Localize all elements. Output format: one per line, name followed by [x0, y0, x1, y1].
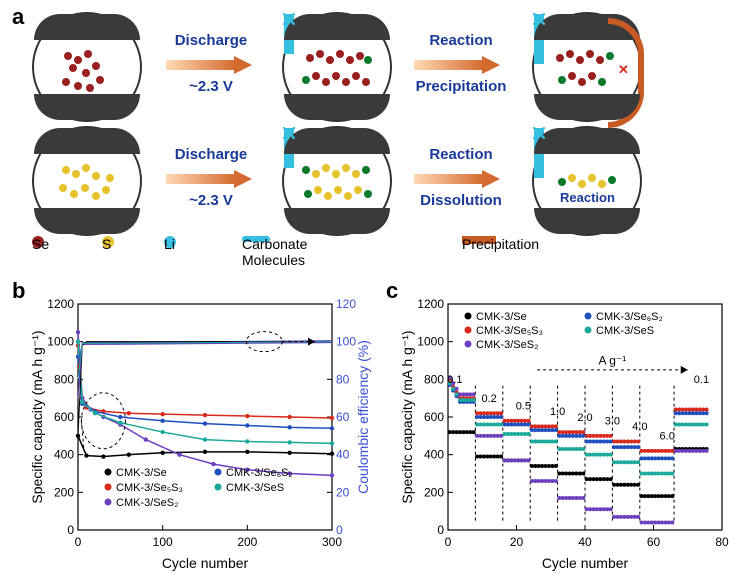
row-se: Discharge ~2.3 V Reaction Precipitation …: [14, 12, 726, 132]
se-particle-1: [32, 12, 142, 122]
svg-text:CMK-3/SeS: CMK-3/SeS: [226, 482, 284, 494]
svg-text:100: 100: [336, 335, 356, 349]
svg-text:CMK-3/Se₆S₂: CMK-3/Se₆S₂: [226, 467, 293, 479]
svg-text:CMK-3/SeS: CMK-3/SeS: [596, 325, 654, 337]
svg-text:1.0: 1.0: [550, 406, 565, 418]
svg-text:0.5: 0.5: [516, 400, 531, 412]
chart-b-svg: 0200400600800100012000204060801001200100…: [28, 296, 376, 574]
svg-text:Specific capacity (mA h g⁻¹): Specific capacity (mA h g⁻¹): [399, 330, 415, 503]
svg-text:CMK-3/Se₆S₂: CMK-3/Se₆S₂: [596, 311, 663, 323]
arrow-2-1-top: Discharge: [156, 146, 266, 163]
svg-text:0.2: 0.2: [481, 393, 496, 405]
arrow-1-2: [414, 56, 504, 74]
se-particle-2: [282, 12, 392, 122]
svg-text:2.0: 2.0: [577, 412, 592, 424]
svg-text:60: 60: [336, 410, 350, 424]
panel-a-legend: Se S Li+ Carbonate Molecules Precipitati…: [32, 236, 732, 264]
svg-text:0: 0: [445, 535, 452, 549]
svg-text:600: 600: [424, 410, 444, 424]
svg-text:CMK-3/Se: CMK-3/Se: [116, 467, 167, 479]
svg-text:Cycle number: Cycle number: [542, 555, 629, 571]
svg-text:600: 600: [54, 410, 74, 424]
s-particle-3: Reaction: [532, 126, 642, 236]
svg-text:1000: 1000: [417, 335, 444, 349]
panel-a: Discharge ~2.3 V Reaction Precipitation …: [14, 8, 726, 272]
svg-text:20: 20: [510, 535, 524, 549]
arrow-1-1-top: Discharge: [156, 32, 266, 49]
arrow-1-2-top: Reaction: [406, 32, 516, 49]
panel-b-label: b: [12, 278, 25, 304]
s-particle-2: [282, 126, 392, 236]
svg-text:100: 100: [153, 535, 173, 549]
svg-text:200: 200: [424, 485, 444, 499]
arrow-1-2-bot: Precipitation: [406, 78, 516, 95]
svg-text:0: 0: [67, 523, 74, 537]
chart-c-svg: 0 200 400 600 800 1000 1200 0 20 40 60 80 0.1 0.2 0.5 1…: [398, 296, 732, 574]
svg-text:800: 800: [424, 372, 444, 386]
arrow-2-1: [166, 170, 256, 188]
svg-text:120: 120: [336, 297, 356, 311]
se-particle-3: ✕: [532, 12, 642, 122]
svg-text:80: 80: [336, 372, 350, 386]
leg-s: S: [102, 236, 111, 252]
svg-text:40: 40: [578, 535, 592, 549]
svg-text:6.0: 6.0: [660, 431, 675, 443]
svg-text:200: 200: [237, 535, 257, 549]
svg-text:Coulombic efficiency (%): Coulombic efficiency (%): [355, 340, 371, 494]
svg-text:400: 400: [424, 448, 444, 462]
chart-b: 0200400600800100012000204060801001200100…: [28, 296, 376, 574]
s-particle-1: [32, 126, 142, 236]
svg-text:Cycle number: Cycle number: [162, 555, 249, 571]
svg-text:CMK-3/Se₅S₃: CMK-3/Se₅S₃: [476, 325, 543, 337]
svg-text:CMK-3/Se₅S₃: CMK-3/Se₅S₃: [116, 482, 183, 494]
reaction-text: Reaction: [560, 190, 615, 205]
svg-text:1000: 1000: [47, 335, 74, 349]
leg-li: Li: [164, 236, 175, 252]
arrow-2-2: [414, 170, 504, 188]
svg-text:80: 80: [715, 535, 729, 549]
leg-precip: Precipitation: [462, 236, 539, 252]
svg-text:0: 0: [75, 535, 82, 549]
arrow-2-2-bot: Dissolution: [406, 192, 516, 209]
arrow-2-2-top: Reaction: [406, 146, 516, 163]
svg-text:CMK-3/SeS₂: CMK-3/SeS₂: [116, 497, 178, 509]
svg-text:200: 200: [54, 485, 74, 499]
svg-text:4.0: 4.0: [632, 421, 647, 433]
svg-text:800: 800: [54, 372, 74, 386]
svg-text:1200: 1200: [417, 297, 444, 311]
arrow-2-1-bot: ~2.3 V: [156, 192, 266, 209]
arrow-1-1: [166, 56, 256, 74]
blocked-icon: ✕: [618, 62, 629, 78]
svg-text:20: 20: [336, 485, 350, 499]
svg-text:3.0: 3.0: [605, 416, 620, 428]
leg-carb: Carbonate Molecules: [242, 236, 307, 268]
svg-text:300: 300: [322, 535, 342, 549]
svg-text:A g⁻¹: A g⁻¹: [599, 353, 627, 367]
svg-text:40: 40: [336, 448, 350, 462]
figure: a b c Discharge ~2.3 V Reaction Precipit…: [0, 0, 740, 586]
svg-text:1200: 1200: [47, 297, 74, 311]
svg-text:CMK-3/Se: CMK-3/Se: [476, 311, 527, 323]
panel-c-label: c: [386, 278, 398, 304]
svg-text:CMK-3/SeS₂: CMK-3/SeS₂: [476, 339, 538, 351]
svg-text:0: 0: [437, 523, 444, 537]
svg-text:0.1: 0.1: [447, 374, 462, 386]
row-s: Discharge ~2.3 V Reaction Dissolution Re…: [14, 126, 726, 246]
chart-c: 0 200 400 600 800 1000 1200 0 20 40 60 80 0.1 0.2 0.5 1…: [398, 296, 732, 574]
leg-se: Se: [32, 236, 49, 252]
svg-text:60: 60: [647, 535, 661, 549]
svg-text:Specific capacity (mA h g⁻¹): Specific capacity (mA h g⁻¹): [29, 330, 45, 503]
arrow-1-1-bot: ~2.3 V: [156, 78, 266, 95]
svg-text:400: 400: [54, 448, 74, 462]
svg-text:0.1: 0.1: [694, 374, 709, 386]
